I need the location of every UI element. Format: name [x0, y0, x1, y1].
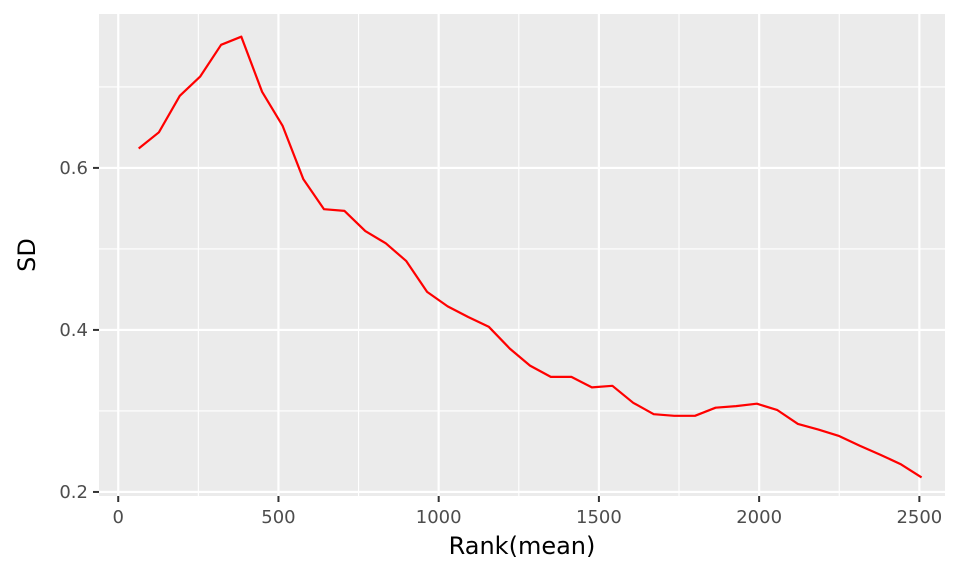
data-series [138, 35, 923, 479]
minor-gridlines [99, 14, 945, 496]
axis-ticks [93, 166, 921, 502]
x-tick-label: 2500 [896, 507, 942, 528]
x-tick-label: 1500 [576, 507, 622, 528]
x-axis-title: Rank(mean) [449, 532, 596, 560]
y-tick-label: 0.4 [59, 320, 88, 341]
x-tick-label: 2000 [736, 507, 782, 528]
x-tick-label: 0 [113, 507, 124, 528]
y-tick-label: 0.6 [59, 158, 88, 179]
major-gridlines [99, 14, 945, 496]
x-tick-label: 500 [261, 507, 295, 528]
panel-background [99, 14, 945, 496]
series-line [138, 35, 923, 479]
x-tick-label: 1000 [416, 507, 462, 528]
y-tick-label: 0.2 [59, 482, 88, 503]
y-axis-title: SD [13, 238, 41, 272]
tick-labels: 0 500 1000 1500 2000 2500 0.2 0.4 0.6 [59, 158, 942, 528]
